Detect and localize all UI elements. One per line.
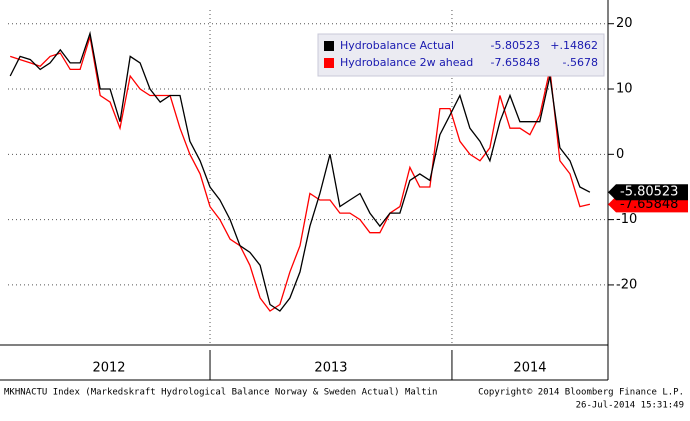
legend: Hydrobalance Actual -5.80523 +.14862 Hydrob… (317, 33, 605, 77)
legend-last: -5.80523 (491, 39, 540, 52)
year-label: 2014 (513, 361, 546, 376)
y-tick-label: 0 (616, 147, 624, 162)
value-tag (608, 196, 688, 213)
legend-name: Hydrobalance 2w ahead (340, 56, 473, 69)
legend-last: -7.65848 (491, 56, 540, 69)
series-line (9, 30, 591, 312)
y-tick-label: -20 (616, 277, 637, 292)
y-tick-label: -10 (616, 212, 637, 227)
legend-name: Hydrobalance Actual (340, 39, 454, 52)
legend-change: -.5678 (563, 56, 598, 69)
value-tag (608, 184, 688, 201)
y-tick-label: 10 (616, 82, 633, 97)
y-tick-label: 20 (616, 16, 633, 31)
legend-box (317, 33, 605, 77)
year-label: 2012 (92, 361, 125, 376)
legend-change: +.14862 (550, 39, 598, 52)
year-label: 2013 (314, 361, 347, 376)
footer-copyright: Copyright© 2014 Bloomberg Finance L.P. (478, 388, 684, 398)
series-line (10, 36, 591, 312)
value-tag-label: -7.65848 (620, 197, 678, 212)
lines (9, 30, 591, 312)
value-tag-label: -5.80523 (620, 185, 678, 200)
legend-swatch (324, 58, 334, 68)
legend-swatch (324, 41, 334, 51)
value-tags: -7.65848-5.80523 (608, 184, 688, 213)
footer-left: MKHNACTU Index (Markedskraft Hydrologica… (4, 388, 437, 398)
footer-timestamp: 26-Jul-2014 15:31:49 (576, 401, 684, 411)
